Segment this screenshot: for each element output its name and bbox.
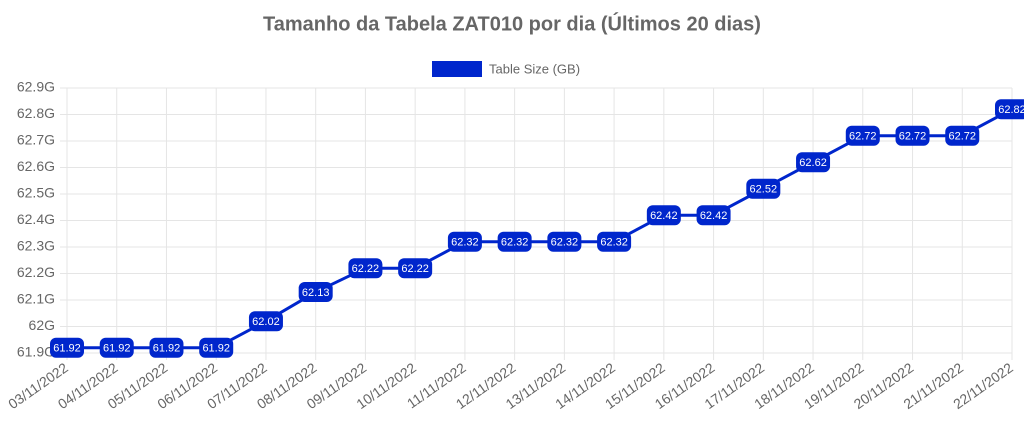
y-tick-label: 62.3G [17,238,55,254]
data-label-box [696,205,731,226]
data-label-box [995,99,1024,120]
y-tick-label: 62.1G [17,291,55,307]
y-tick-label: 61.9G [17,344,55,360]
data-label: 61.92 [53,343,81,355]
data-label: 62.32 [551,237,579,249]
data-label: 62.02 [252,316,280,328]
y-tick-label: 62.9G [17,79,55,95]
chart-title: Tamanho da Tabela ZAT010 por dia (Último… [263,11,761,35]
y-tick-label: 62.7G [17,132,55,148]
data-label-box [746,178,781,199]
data-label: 62.42 [700,210,728,222]
data-label-box [796,152,831,173]
data-label-box [895,125,930,146]
y-tick-label: 62G [29,317,55,333]
legend-label[interactable]: Table Size (GB) [489,61,580,76]
data-label: 62.42 [650,210,678,222]
data-label: 62.22 [352,263,380,275]
data-label: 61.92 [202,343,230,355]
data-label: 62.72 [948,131,976,143]
data-label-box [99,337,134,358]
data-label-box [199,337,234,358]
data-label-box [149,337,184,358]
data-label: 62.22 [401,263,429,275]
data-label: 62.62 [799,157,827,169]
data-label-box [646,205,681,226]
data-label-box [50,337,84,358]
legend-swatch [432,61,482,77]
data-label: 62.32 [600,237,628,249]
data-label-box [597,231,632,252]
y-tick-label: 62.8G [17,105,55,121]
data-label-box [398,258,433,279]
data-label-box [248,311,283,332]
data-label-box [497,231,532,252]
data-label-box [447,231,482,252]
data-label: 62.13 [302,287,330,299]
data-label: 62.72 [899,131,927,143]
data-label-box [348,258,383,279]
data-label: 62.32 [451,237,479,249]
data-label-box [547,231,582,252]
data-label: 62.52 [750,184,778,196]
data-label-box [298,282,333,303]
data-label: 62.72 [849,131,877,143]
data-label: 62.32 [501,237,529,249]
y-tick-label: 62.6G [17,158,55,174]
y-tick-label: 62.2G [17,264,55,280]
data-label-box [945,125,980,146]
y-tick-label: 62.5G [17,185,55,201]
data-label: 61.92 [153,343,181,355]
data-label: 61.92 [103,343,131,355]
y-tick-label: 62.4G [17,211,55,227]
data-label: 62.82 [998,104,1024,116]
data-label-box [845,125,880,146]
